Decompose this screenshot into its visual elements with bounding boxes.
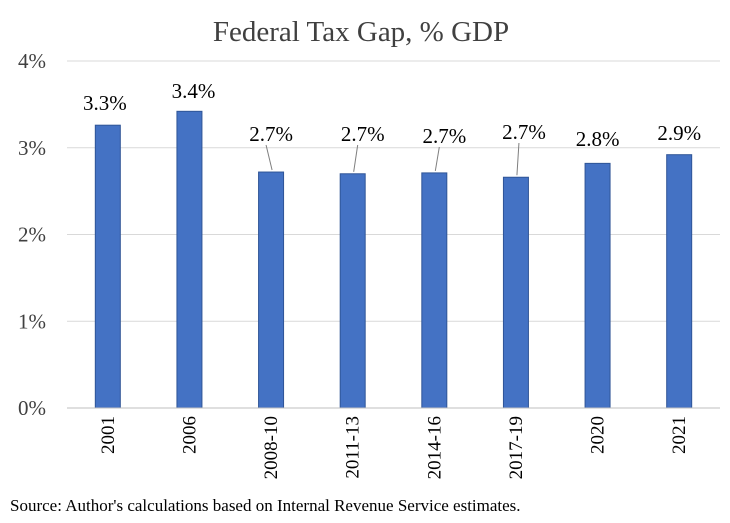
y-tick-label: 1% [18, 309, 46, 333]
data-labels: 3.3% 3.4% 2.7% 2.7% 2.7% 2.7% 2.8% 2.9% [83, 79, 701, 151]
x-axis: 2001 2006 2008-10 2011-13 2014-16 2017-19 2020… [98, 416, 690, 479]
data-label: 2.9% [657, 121, 701, 145]
leader-line [265, 144, 273, 171]
bar-2006 [176, 110, 203, 409]
bar-2001 [94, 124, 121, 409]
x-tick-label: 2006 [179, 416, 200, 454]
data-label: 3.3% [83, 91, 127, 115]
bar-2020 [584, 162, 611, 409]
data-label: 3.4% [172, 79, 216, 103]
data-label: 2.7% [341, 122, 385, 146]
x-tick-label: 2011-13 [343, 416, 364, 479]
y-axis: 0% 1% 2% 3% 4% [18, 49, 46, 420]
bar-2014-16 [421, 172, 448, 409]
data-label: 2.7% [249, 122, 293, 146]
x-tick-label: 2008-10 [261, 416, 282, 479]
data-label: 2.8% [576, 127, 620, 151]
y-tick-label: 2% [18, 223, 46, 247]
data-label-leaders [265, 142, 520, 176]
source-note: Source: Author's calculations based on I… [10, 496, 521, 515]
x-tick-label: 2020 [588, 416, 609, 454]
leader-line [434, 146, 440, 171]
leader-line [353, 144, 359, 172]
grid-layer [67, 60, 720, 322]
y-tick-label: 3% [18, 136, 46, 160]
data-label: 2.7% [502, 120, 546, 144]
bar-2011-13 [339, 173, 366, 409]
data-label: 2.7% [422, 124, 466, 148]
x-tick-label: 2017-19 [506, 416, 527, 479]
y-tick-label: 4% [18, 49, 46, 73]
bar-2021 [666, 154, 693, 409]
y-tick-label: 0% [18, 396, 46, 420]
chart-title: Federal Tax Gap, % GDP [213, 16, 509, 48]
bar-2008-10 [258, 171, 285, 409]
bar-2017-19 [502, 176, 529, 409]
x-tick-label: 2014-16 [424, 416, 445, 479]
x-tick-label: 2021 [669, 416, 690, 454]
bars [94, 110, 693, 409]
leader-line [516, 142, 520, 176]
x-tick-label: 2001 [98, 416, 119, 454]
